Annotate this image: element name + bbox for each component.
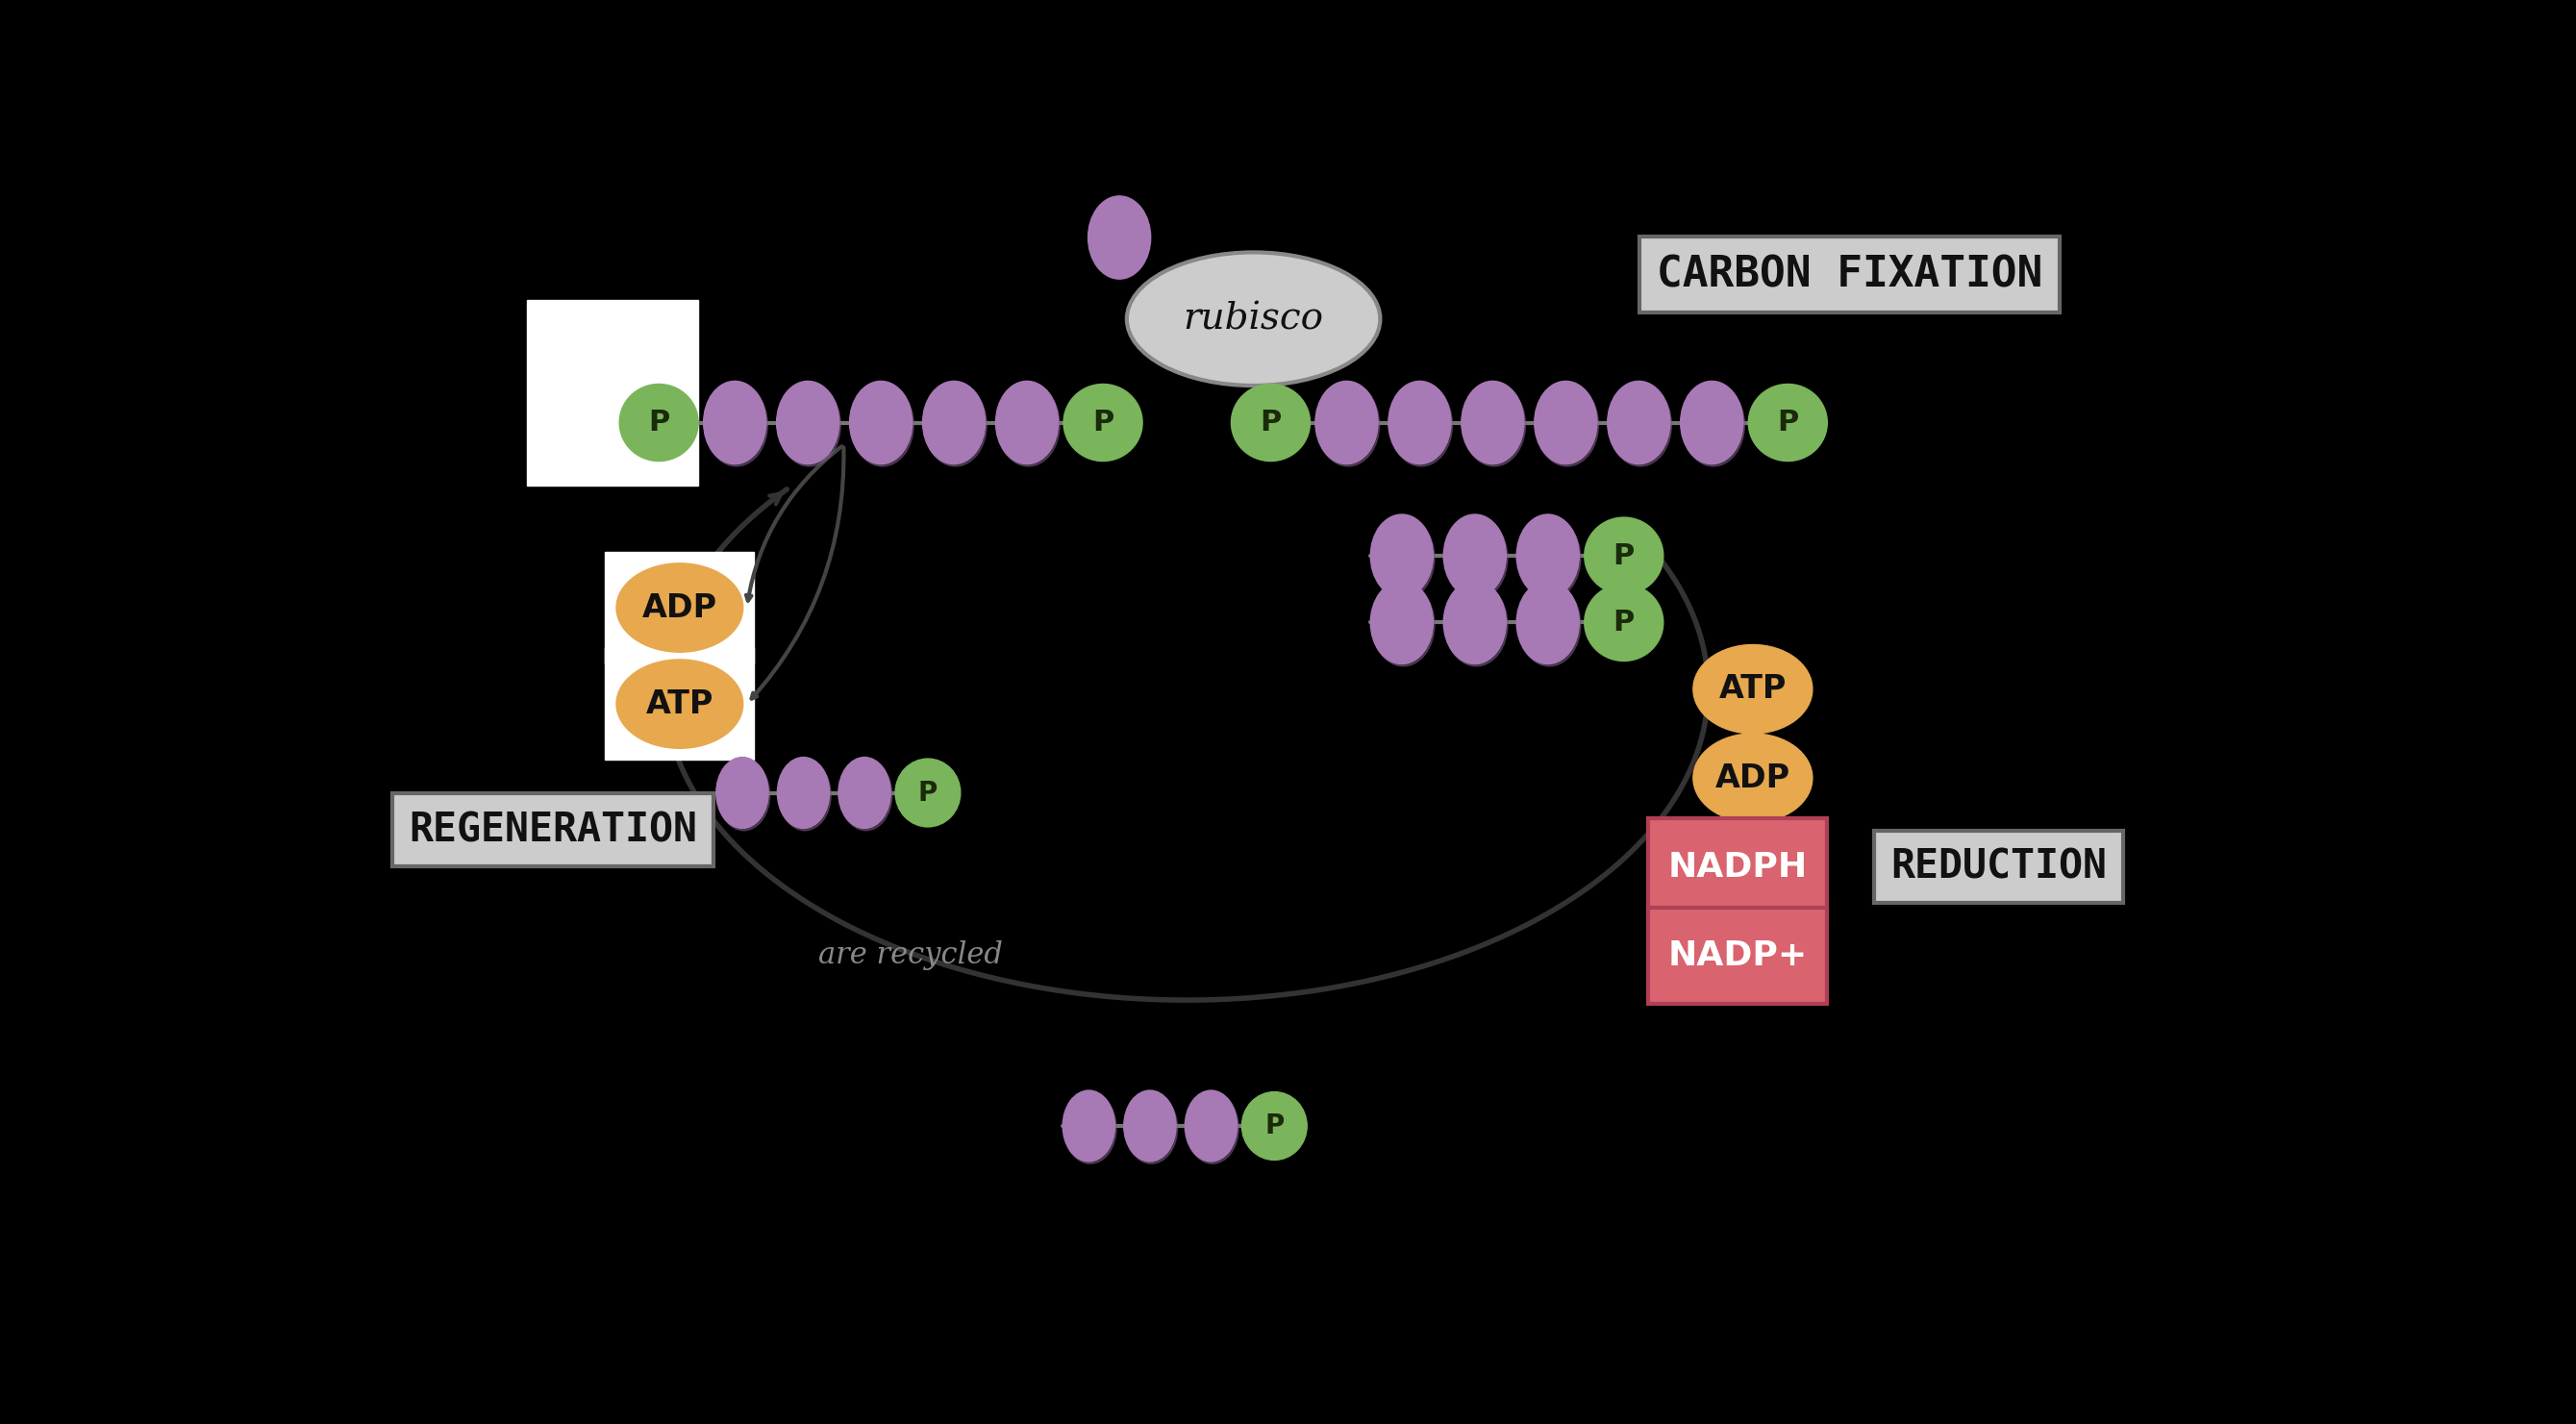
Text: ADP: ADP	[1716, 762, 1790, 793]
Ellipse shape	[1682, 383, 1744, 466]
Text: P: P	[1265, 1112, 1283, 1139]
Ellipse shape	[925, 383, 987, 466]
Text: ATP: ATP	[1718, 674, 1788, 705]
Text: are recycled: are recycled	[819, 941, 1002, 971]
FancyBboxPatch shape	[605, 648, 755, 759]
Ellipse shape	[706, 383, 768, 466]
Ellipse shape	[1445, 517, 1507, 600]
Ellipse shape	[1064, 1092, 1115, 1163]
Ellipse shape	[1064, 384, 1141, 461]
Text: P: P	[1613, 543, 1636, 570]
Ellipse shape	[1373, 517, 1435, 600]
Ellipse shape	[1461, 382, 1525, 464]
FancyBboxPatch shape	[605, 553, 755, 664]
Ellipse shape	[1123, 1091, 1177, 1162]
Ellipse shape	[1188, 1092, 1239, 1163]
Ellipse shape	[1517, 514, 1579, 597]
Text: P: P	[917, 779, 938, 806]
Ellipse shape	[1607, 382, 1669, 464]
Ellipse shape	[1517, 517, 1582, 600]
Text: REGENERATION: REGENERATION	[410, 810, 698, 850]
Text: P: P	[1613, 608, 1636, 637]
Ellipse shape	[1231, 384, 1311, 461]
FancyBboxPatch shape	[1649, 907, 1826, 1004]
Ellipse shape	[1242, 1092, 1306, 1161]
Ellipse shape	[1749, 384, 1826, 461]
Ellipse shape	[1185, 1091, 1236, 1162]
Ellipse shape	[1535, 382, 1597, 464]
Ellipse shape	[1443, 581, 1507, 664]
Ellipse shape	[1126, 1092, 1177, 1163]
Ellipse shape	[837, 758, 891, 829]
Text: ATP: ATP	[647, 688, 714, 719]
Text: P: P	[649, 409, 670, 437]
Text: P: P	[1092, 409, 1113, 437]
Ellipse shape	[1126, 252, 1381, 386]
Ellipse shape	[719, 759, 770, 830]
Ellipse shape	[1680, 382, 1744, 464]
Ellipse shape	[1370, 514, 1432, 597]
Ellipse shape	[1610, 383, 1672, 466]
Ellipse shape	[850, 382, 912, 464]
Text: REDUCTION: REDUCTION	[1891, 847, 2107, 887]
Text: NADPH: NADPH	[1669, 850, 1808, 883]
Ellipse shape	[850, 383, 914, 466]
Ellipse shape	[778, 383, 840, 466]
Ellipse shape	[618, 384, 698, 461]
Text: rubisco: rubisco	[1182, 300, 1324, 336]
Ellipse shape	[896, 759, 961, 827]
Ellipse shape	[778, 759, 832, 830]
Ellipse shape	[1064, 1091, 1115, 1162]
Ellipse shape	[1087, 197, 1151, 279]
Ellipse shape	[1445, 584, 1507, 666]
Ellipse shape	[1373, 584, 1435, 666]
Ellipse shape	[1692, 645, 1814, 733]
Ellipse shape	[1463, 383, 1525, 466]
Ellipse shape	[1584, 517, 1664, 594]
Ellipse shape	[1517, 584, 1582, 666]
Ellipse shape	[703, 382, 765, 464]
Ellipse shape	[1370, 581, 1432, 664]
Ellipse shape	[1388, 382, 1450, 464]
Ellipse shape	[616, 564, 742, 652]
Text: P: P	[1260, 409, 1280, 437]
Ellipse shape	[997, 382, 1059, 464]
Ellipse shape	[1584, 584, 1664, 661]
Ellipse shape	[1443, 514, 1507, 597]
Ellipse shape	[616, 659, 742, 749]
Ellipse shape	[1517, 581, 1579, 664]
Text: ADP: ADP	[641, 592, 716, 624]
Ellipse shape	[1535, 383, 1600, 466]
Ellipse shape	[1316, 382, 1378, 464]
Ellipse shape	[997, 383, 1059, 466]
FancyBboxPatch shape	[528, 300, 698, 486]
Ellipse shape	[716, 758, 768, 829]
Ellipse shape	[922, 382, 984, 464]
Ellipse shape	[840, 759, 891, 830]
Ellipse shape	[1316, 383, 1378, 466]
FancyBboxPatch shape	[1649, 819, 1826, 916]
Ellipse shape	[778, 758, 829, 829]
Ellipse shape	[775, 382, 840, 464]
Ellipse shape	[1692, 733, 1814, 823]
Ellipse shape	[1391, 383, 1453, 466]
Text: NADP+: NADP+	[1669, 940, 1808, 973]
Text: CARBON FIXATION: CARBON FIXATION	[1656, 253, 2043, 295]
Text: P: P	[1777, 409, 1798, 437]
